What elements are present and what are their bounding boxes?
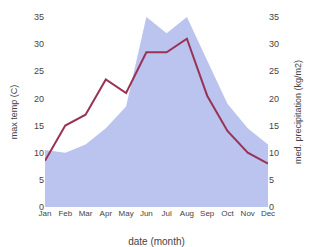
- svg-text:35: 35: [34, 12, 44, 22]
- svg-text:30: 30: [269, 39, 279, 49]
- svg-text:10: 10: [269, 148, 279, 158]
- svg-text:Dec: Dec: [261, 209, 275, 218]
- svg-text:Apr: Apr: [100, 209, 113, 218]
- svg-text:Jun: Jun: [140, 209, 153, 218]
- svg-text:25: 25: [34, 66, 44, 76]
- svg-text:Jan: Jan: [39, 209, 52, 218]
- svg-text:max temp (C): max temp (C): [9, 85, 19, 140]
- svg-text:15: 15: [34, 121, 44, 131]
- svg-text:25: 25: [269, 66, 279, 76]
- svg-text:20: 20: [269, 94, 279, 104]
- svg-text:Aug: Aug: [180, 209, 194, 218]
- svg-text:5: 5: [269, 175, 274, 185]
- svg-text:May: May: [119, 209, 134, 218]
- svg-text:15: 15: [269, 121, 279, 131]
- svg-text:Oct: Oct: [221, 209, 234, 218]
- svg-text:Feb: Feb: [58, 209, 72, 218]
- svg-text:10: 10: [34, 148, 44, 158]
- svg-text:date (month): date (month): [128, 236, 185, 247]
- svg-text:20: 20: [34, 94, 44, 104]
- svg-text:Jul: Jul: [162, 209, 172, 218]
- svg-text:0: 0: [269, 202, 274, 212]
- svg-text:5: 5: [39, 175, 44, 185]
- svg-text:0: 0: [39, 202, 44, 212]
- svg-text:Sep: Sep: [200, 209, 215, 218]
- svg-text:Nov: Nov: [241, 209, 255, 218]
- svg-text:30: 30: [34, 39, 44, 49]
- svg-text:Mar: Mar: [79, 209, 93, 218]
- svg-text:med. precipitation (kg/m2): med. precipitation (kg/m2): [293, 60, 303, 164]
- svg-text:35: 35: [269, 12, 279, 22]
